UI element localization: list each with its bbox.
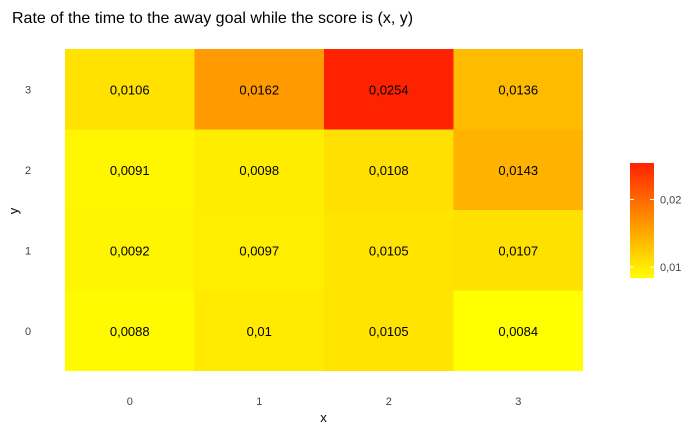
chart-title: Rate of the time to the away goal while …: [12, 10, 413, 27]
heatmap-cell: [453, 290, 583, 371]
heatmap-cell: [453, 49, 583, 130]
heatmap-cell: [324, 210, 454, 291]
cell-value-label: 0,0143: [498, 163, 538, 178]
x-axis-ticks: 0 1 2 3: [127, 396, 522, 408]
y-axis-title: y: [6, 207, 21, 214]
cell-value-label: 0,0108: [369, 163, 409, 178]
heatmap-cell: [65, 129, 195, 210]
heatmap-cell: [65, 210, 195, 291]
heatmap-cell: [324, 49, 454, 130]
cell-value-label: 0,0098: [239, 163, 279, 178]
cell-value-label: 0,0091: [110, 163, 150, 178]
x-tick-label: 3: [515, 396, 521, 408]
heatmap-cell: [194, 129, 324, 210]
heatmap-cell: [324, 129, 454, 210]
legend-tick-label: 0,01: [660, 262, 681, 274]
cell-value-label: 0,0097: [239, 243, 279, 258]
heatmap-cell: [65, 290, 195, 371]
heatmap-cell: [324, 290, 454, 371]
cell-labels: 0,0106 0,0162 0,0254 0,0136 0,0091 0,0098 0,01…: [110, 82, 538, 339]
heatmap-cell: [194, 49, 324, 130]
x-tick-label: 0: [127, 396, 133, 408]
cell-value-label: 0,0092: [110, 243, 150, 258]
y-tick-label: 2: [25, 165, 31, 177]
cell-value-label: 0,0136: [498, 82, 538, 97]
cell-value-label: 0,01: [247, 324, 272, 339]
legend-tick-label: 0,02: [660, 195, 681, 207]
heatmap-cell: [453, 129, 583, 210]
heatmap-cell: [453, 210, 583, 291]
cell-value-label: 0,0088: [110, 324, 150, 339]
x-tick-label: 2: [386, 396, 392, 408]
heatmap-cells: [65, 49, 583, 371]
cell-value-label: 0,0084: [498, 324, 538, 339]
legend-colorbar: [630, 163, 654, 278]
x-axis-title: x: [320, 410, 327, 425]
y-axis-ticks: 0 1 2 3: [25, 84, 31, 338]
cell-value-label: 0,0105: [369, 324, 409, 339]
cell-value-label: 0,0107: [498, 243, 538, 258]
color-legend: 0,01 0,02: [630, 163, 681, 278]
y-tick-label: 1: [25, 245, 31, 257]
x-tick-label: 1: [256, 396, 262, 408]
cell-value-label: 0,0162: [239, 82, 279, 97]
cell-value-label: 0,0254: [369, 82, 409, 97]
cell-value-label: 0,0106: [110, 82, 150, 97]
heatmap-cell: [194, 290, 324, 371]
heatmap-cell: [65, 49, 195, 130]
cell-value-label: 0,0105: [369, 243, 409, 258]
heatmap-cell: [194, 210, 324, 291]
y-tick-label: 0: [25, 326, 31, 338]
y-tick-label: 3: [25, 84, 31, 96]
